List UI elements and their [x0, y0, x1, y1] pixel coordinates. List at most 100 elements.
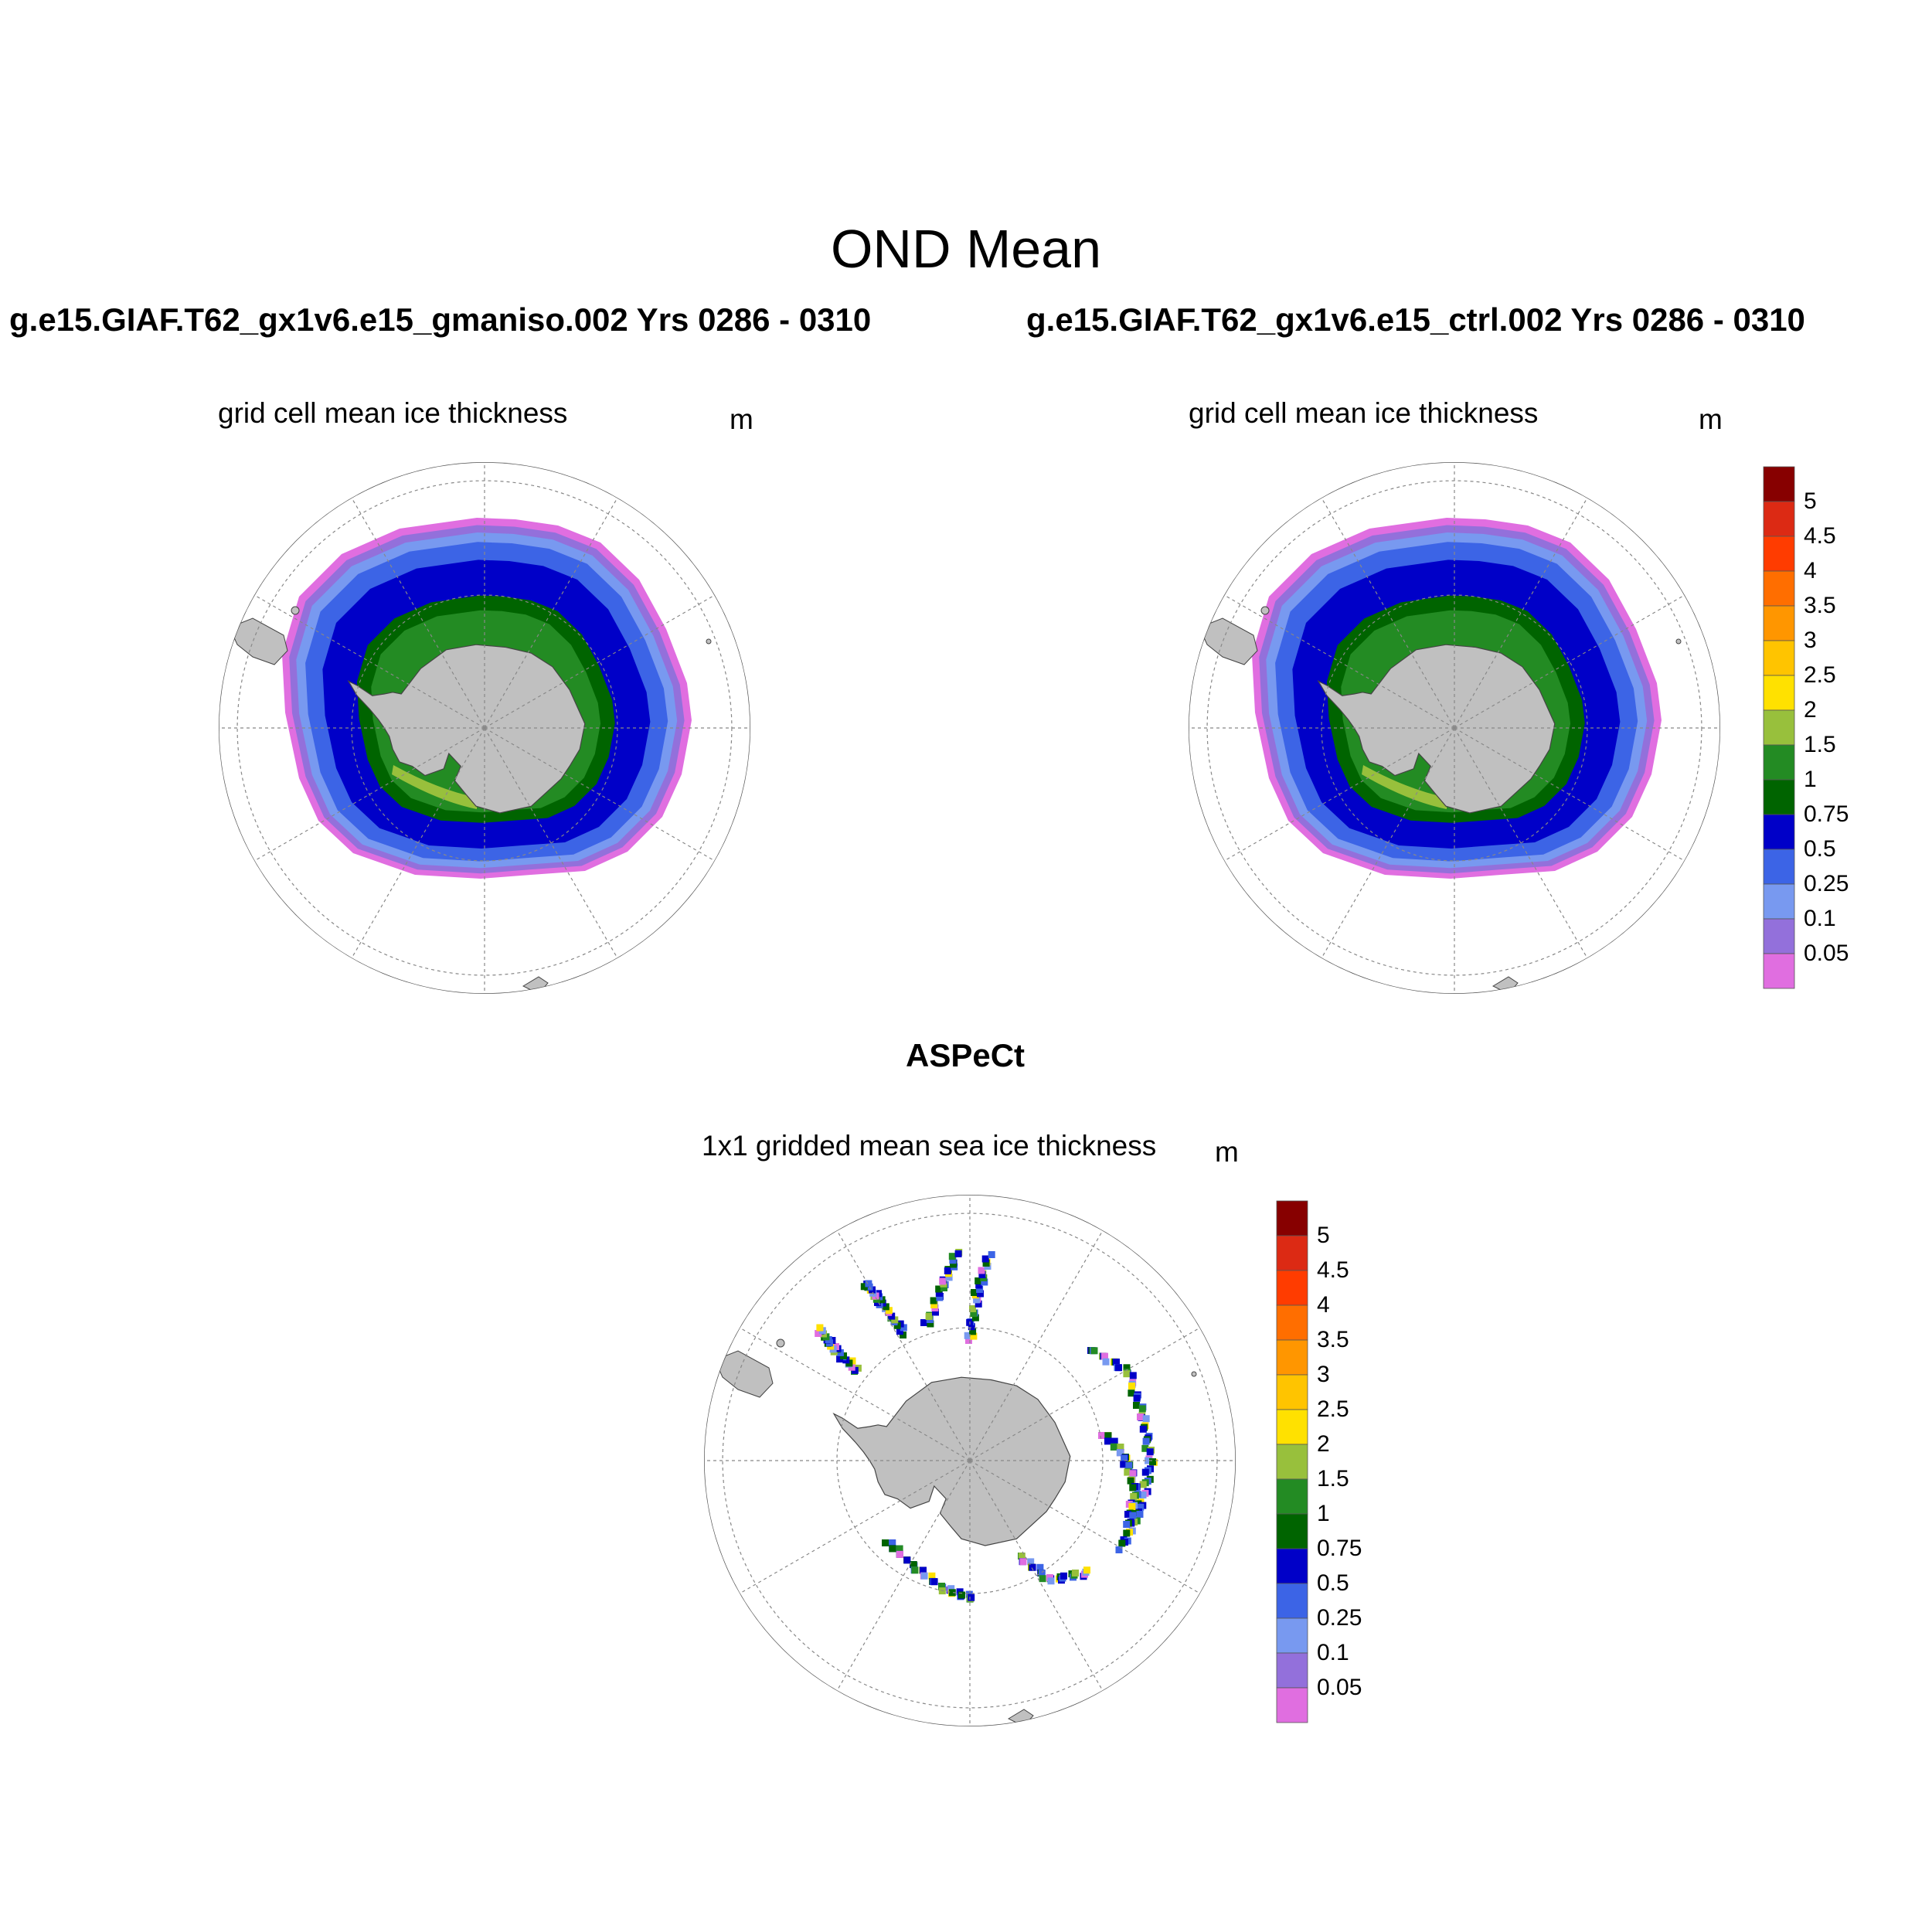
colorbar-box — [1763, 814, 1795, 850]
island — [776, 1338, 785, 1348]
colorbar-box — [1276, 1513, 1308, 1549]
observation-cell — [1101, 1352, 1108, 1360]
observation-cell — [1104, 1432, 1112, 1440]
observation-cell — [1139, 1425, 1147, 1433]
colorbar-box — [1276, 1374, 1308, 1410]
observation-cell — [977, 1290, 984, 1298]
panel1-polar-map — [219, 462, 750, 994]
observation-cell — [1072, 1570, 1079, 1577]
longitude-gridline — [1454, 594, 1685, 729]
panel2-polar-map — [1189, 462, 1720, 994]
observation-cell — [970, 1332, 978, 1340]
observation-cell — [971, 1289, 978, 1296]
observation-cell — [968, 1594, 975, 1601]
colorbar-tick-label: 4.5 — [1804, 523, 1836, 549]
observation-cell — [891, 1316, 899, 1324]
observation-cell — [947, 1585, 955, 1593]
observation-cell — [1104, 1437, 1111, 1445]
panel3-variable-label: 1x1 gridded mean sea ice thickness — [702, 1130, 1157, 1162]
observation-cell — [1141, 1468, 1149, 1476]
colorbar-tick-label: 0.5 — [1804, 836, 1836, 862]
observation-cell — [910, 1561, 917, 1569]
observation-cell — [930, 1301, 938, 1308]
colorbar-box — [1763, 640, 1795, 676]
colorbar-tick-label: 2.5 — [1804, 662, 1836, 688]
observation-cell — [1124, 1468, 1131, 1476]
longitude-gridline — [836, 1460, 971, 1692]
observation-cell — [882, 1303, 889, 1311]
observation-cell — [975, 1277, 982, 1284]
latitude-gridline — [1206, 480, 1702, 976]
longitude-gridline — [484, 594, 716, 729]
observation-cell — [1123, 1364, 1131, 1372]
colorbar-tick-label: 0.25 — [1804, 871, 1849, 896]
observation-cell — [836, 1355, 844, 1363]
colorbar-box — [1763, 570, 1795, 607]
observation-cell — [1083, 1566, 1090, 1574]
panel1-units: m — [730, 403, 753, 435]
observation-cell — [1137, 1413, 1144, 1420]
colorbar-tick-label: 5 — [1317, 1223, 1330, 1248]
colorbar-tick-label: 0.25 — [1317, 1605, 1362, 1631]
observation-cell — [1145, 1457, 1152, 1464]
observation-cell — [889, 1539, 896, 1547]
observation-cell — [1137, 1503, 1145, 1511]
longitude-gridline — [1223, 594, 1455, 729]
colorbar-tick-label: 0.75 — [1317, 1536, 1362, 1561]
colorbar-tick-label: 1.5 — [1804, 732, 1836, 757]
south-america-landmass — [1199, 617, 1258, 665]
longitude-gridline — [739, 1327, 971, 1461]
observation-cell — [932, 1308, 939, 1316]
longitude-gridline — [1321, 727, 1455, 959]
island — [291, 606, 300, 615]
observation-cell — [1141, 1444, 1149, 1452]
colorbar-tick-label: 2 — [1317, 1431, 1330, 1457]
colorbar-tick-label: 0.05 — [1804, 940, 1849, 966]
observation-cell — [896, 1545, 903, 1553]
observation-cell — [988, 1251, 995, 1258]
observation-cell — [815, 1330, 822, 1337]
observation-cell — [981, 1255, 989, 1263]
observation-cell — [1019, 1558, 1027, 1566]
panel2-case-title: g.e15.GIAF.T62_gx1v6.e15_ctrl.002 Yrs 02… — [1026, 301, 1805, 338]
observation-cell — [1146, 1448, 1154, 1456]
colorbar-box — [1763, 536, 1795, 572]
observation-cell — [1115, 1364, 1122, 1372]
observation-cell — [1060, 1572, 1067, 1580]
observation-cell — [944, 1267, 951, 1274]
observation-cell — [1102, 1358, 1110, 1366]
observation-cell — [1116, 1449, 1124, 1457]
south-america-landmass — [714, 1350, 774, 1398]
south-america-landmass — [229, 617, 288, 665]
colorbar-box — [1763, 953, 1795, 989]
panel1-variable-label: grid cell mean ice thickness — [218, 397, 568, 429]
observation-cell — [900, 1332, 906, 1338]
colorbar-tick-label: 3.5 — [1804, 593, 1836, 618]
colorbar-tick-label: 0.75 — [1804, 801, 1849, 827]
observation-cell — [936, 1294, 944, 1301]
colorbar-tick-label: 0.1 — [1317, 1640, 1349, 1665]
observation-cell — [973, 1296, 981, 1304]
observation-cell — [1136, 1511, 1144, 1518]
thick-ice-strip — [392, 765, 477, 809]
observation-cell — [1110, 1443, 1117, 1451]
colorbar-box — [1276, 1304, 1308, 1341]
observation-cell — [1142, 1415, 1150, 1423]
observation-cell — [896, 1328, 903, 1335]
colorbar-tick-label: 3.5 — [1317, 1327, 1349, 1352]
panel1-case-title: g.e15.GIAF.T62_gx1v6.e15_gmaniso.002 Yrs… — [9, 301, 872, 338]
colorbar-box — [1763, 501, 1795, 537]
longitude-gridline — [1321, 497, 1455, 729]
observation-cell — [935, 1285, 943, 1293]
colorbar-tick-label: 0.1 — [1804, 906, 1836, 931]
colorbar-tick-label: 3 — [1804, 628, 1817, 653]
colorbar-box — [1763, 779, 1795, 815]
observation-cell — [968, 1323, 975, 1331]
longitude-gridline — [1454, 727, 1685, 862]
observation-cell — [930, 1297, 937, 1304]
figure-title: OND Mean — [830, 219, 1102, 279]
observation-cell — [911, 1566, 919, 1574]
colorbar-tick-label: 3 — [1317, 1362, 1330, 1387]
antarctica-landmass — [347, 644, 586, 814]
